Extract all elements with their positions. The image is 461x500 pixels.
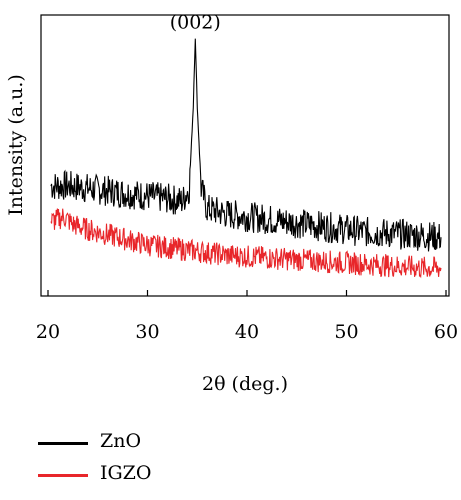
peak-annotation: (002): [170, 12, 221, 34]
x-tick-label-20: 20: [36, 321, 60, 343]
x-tick-label-40: 40: [235, 321, 259, 343]
legend-label-zno: ZnO: [100, 430, 142, 452]
plot-frame: [40, 14, 450, 297]
series-line-zno: [50, 38, 442, 252]
series-layer: [50, 38, 442, 279]
legend: ZnO IGZO: [38, 428, 238, 492]
y-axis-label: Intensity (a.u.): [5, 74, 27, 216]
series-line-igzo: [50, 208, 442, 279]
legend-label-igzo: IGZO: [100, 462, 152, 484]
xrd-chart: 20 30 40 50 60 (002) 2θ (deg.) Intensity (a.…: [5, 12, 458, 395]
legend-swatch-zno: [38, 442, 88, 445]
x-tick-label-60: 60: [434, 321, 458, 343]
legend-item-igzo: IGZO: [38, 460, 238, 492]
x-tick-label-30: 30: [135, 321, 159, 343]
x-axis-label: 2θ (deg.): [202, 373, 288, 395]
legend-item-zno: ZnO: [38, 428, 238, 460]
legend-swatch-igzo: [38, 474, 88, 477]
x-tick-label-50: 50: [334, 321, 358, 343]
x-axis-ticks: 20 30 40 50 60: [36, 290, 458, 343]
